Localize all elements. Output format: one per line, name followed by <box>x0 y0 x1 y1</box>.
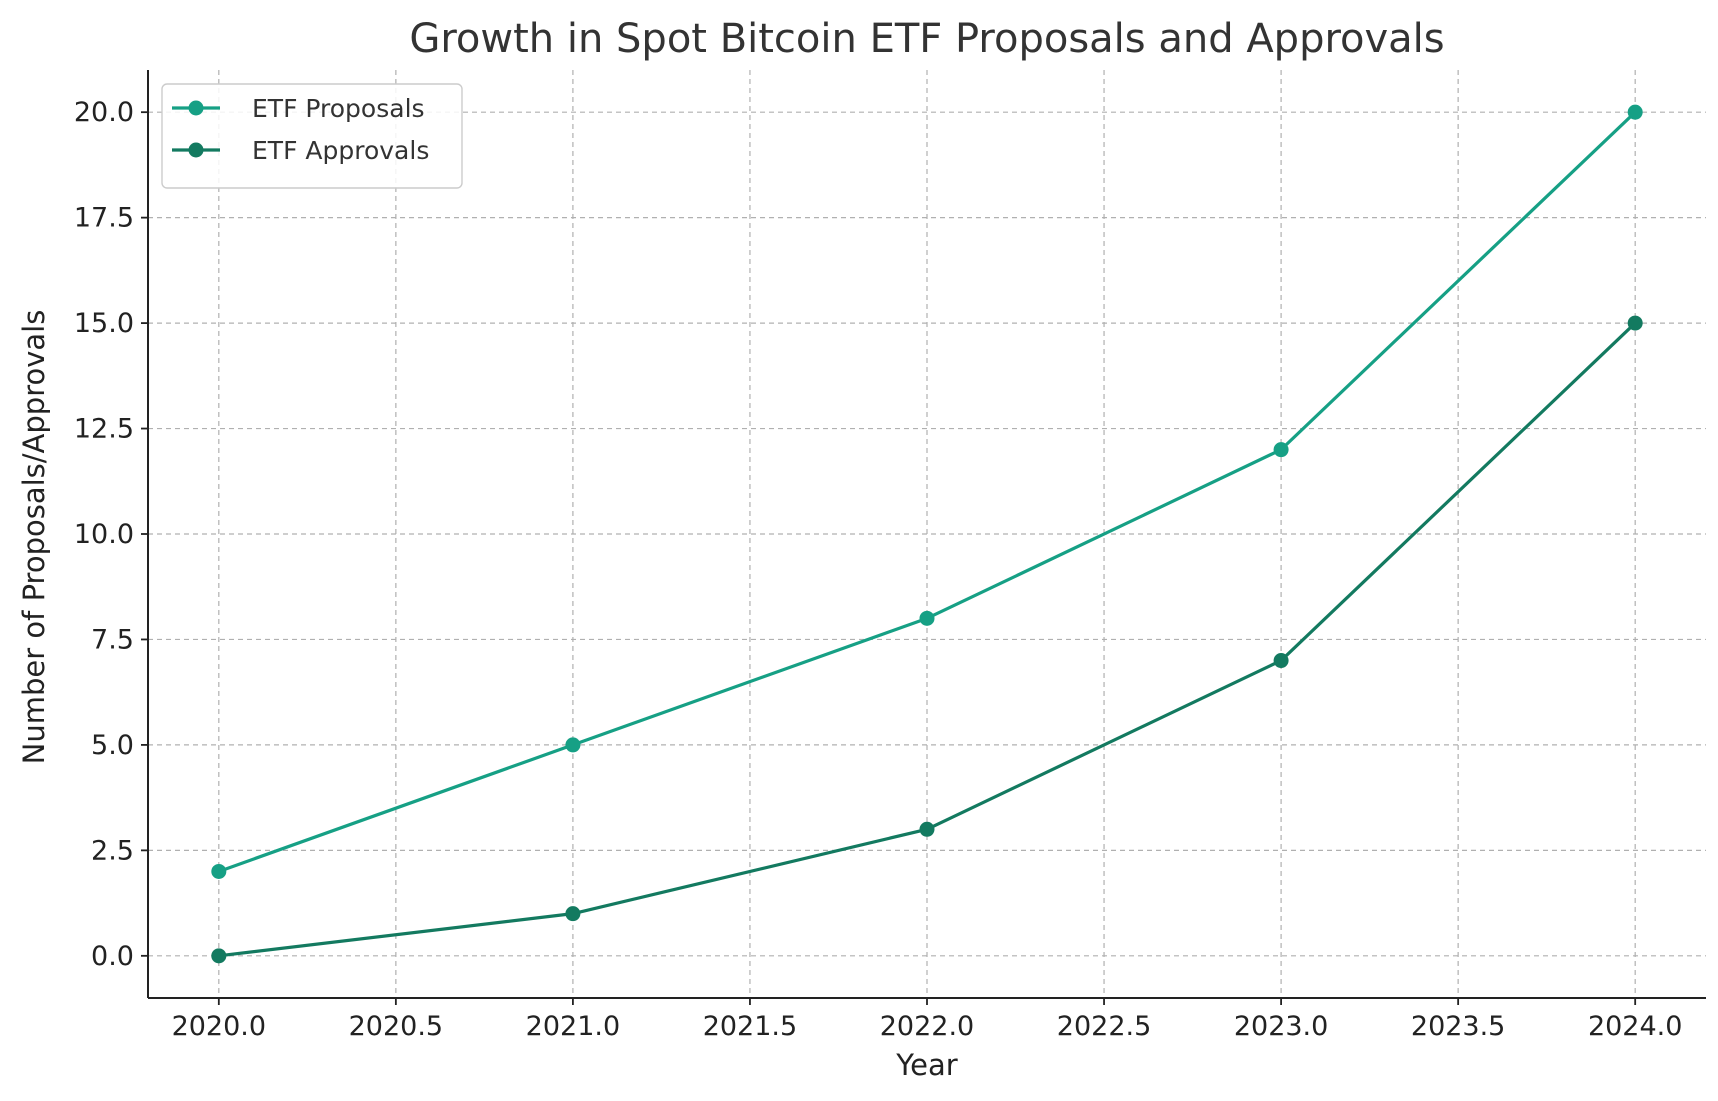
data-point-etf-proposals <box>919 610 935 626</box>
x-tick-label: 2021.5 <box>703 1011 797 1042</box>
y-tick-label: 17.5 <box>74 203 134 234</box>
data-point-etf-proposals <box>211 863 227 879</box>
x-tick-label: 2023.5 <box>1411 1011 1505 1042</box>
data-point-etf-approvals <box>1273 653 1289 669</box>
data-point-etf-approvals <box>919 821 935 837</box>
legend-label: ETF Approvals <box>252 136 429 165</box>
y-tick-label: 20.0 <box>74 97 134 128</box>
y-tick-label: 5.0 <box>91 730 134 761</box>
y-tick-label: 7.5 <box>91 624 134 655</box>
legend-marker <box>188 142 204 158</box>
legend-label: ETF Proposals <box>252 94 425 123</box>
x-tick-label: 2022.0 <box>880 1011 974 1042</box>
data-point-etf-approvals <box>1627 315 1643 331</box>
y-tick-label: 2.5 <box>91 835 134 866</box>
x-axis-label: Year <box>895 1048 957 1082</box>
data-point-etf-proposals <box>565 737 581 753</box>
y-tick-label: 12.5 <box>74 414 134 445</box>
x-tick-label: 2023.0 <box>1234 1011 1328 1042</box>
data-point-etf-approvals <box>565 906 581 922</box>
chart-title: Growth in Spot Bitcoin ETF Proposals and… <box>409 16 1444 62</box>
legend-marker <box>188 100 204 116</box>
x-tick-label: 2021.0 <box>526 1011 620 1042</box>
data-point-etf-proposals <box>1273 442 1289 458</box>
legend: ETF Proposals ETF Approvals <box>161 83 463 189</box>
y-axis-label: Number of Proposals/Approvals <box>17 310 51 765</box>
data-point-etf-proposals <box>1627 104 1643 120</box>
legend-box <box>161 83 463 189</box>
x-tick-label: 2022.5 <box>1057 1011 1151 1042</box>
x-tick-label: 2020.5 <box>349 1011 443 1042</box>
y-tick-label: 0.0 <box>91 941 134 972</box>
series-etf-proposals <box>211 104 1643 879</box>
data-point-etf-approvals <box>211 948 227 964</box>
y-tick-label: 10.0 <box>74 519 134 550</box>
y-tick-label: 15.0 <box>74 308 134 339</box>
x-tick-label: 2020.0 <box>172 1011 266 1042</box>
series-etf-approvals <box>211 315 1643 964</box>
legend-item: ETF Approvals <box>172 136 429 165</box>
ticks: 2020.0 2020.5 2021.0 2021.5 2022.0 2022.5 2023… <box>74 97 1683 1042</box>
x-tick-label: 2024.0 <box>1588 1011 1682 1042</box>
grid-lines <box>148 70 1706 998</box>
legend-item: ETF Proposals <box>172 94 425 123</box>
series-layer <box>211 104 1643 964</box>
